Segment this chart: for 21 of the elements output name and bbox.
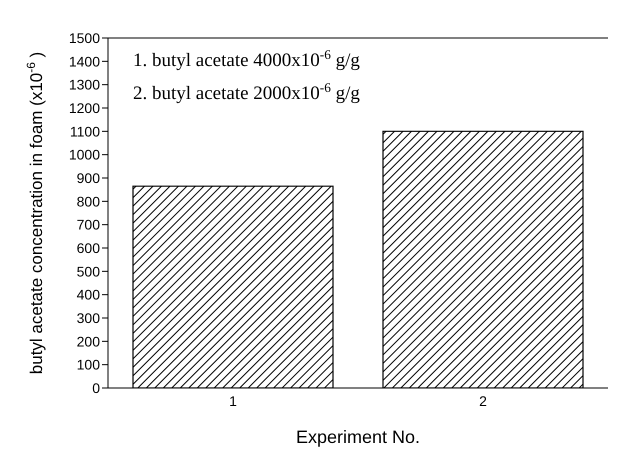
y-tick-label: 1200 (68, 100, 100, 116)
y-tick-label: 1500 (68, 30, 100, 46)
x-tick-label: 2 (479, 392, 488, 409)
y-tick-label: 400 (76, 286, 100, 303)
y-tick-label: 200 (76, 333, 100, 350)
x-axis-title: Experiment No. (296, 427, 420, 447)
y-tick-label: 500 (76, 263, 100, 280)
y-tick-label: 100 (76, 356, 100, 373)
y-tick-label: 1300 (68, 76, 100, 93)
y-tick-label: 900 (76, 170, 100, 186)
annotation: 1. butyl acetate 4000x10$^{-6}$ g/g (133, 46, 360, 71)
annotation: 2. butyl acetate 2000x10$^{-6}$ g/g (133, 80, 360, 104)
y-tick-label: 1100 (70, 123, 100, 140)
y-tick-label: 1400 (68, 53, 100, 70)
x-tick-label: 1 (229, 392, 238, 409)
y-tick-label: 800 (76, 193, 100, 210)
y-tick-label: 0 (92, 380, 100, 396)
y-tick-label: 1000 (68, 146, 100, 163)
y-tick-label: 300 (76, 310, 100, 326)
y-tick-label: 700 (76, 216, 100, 233)
y-tick-label: 600 (76, 240, 100, 256)
